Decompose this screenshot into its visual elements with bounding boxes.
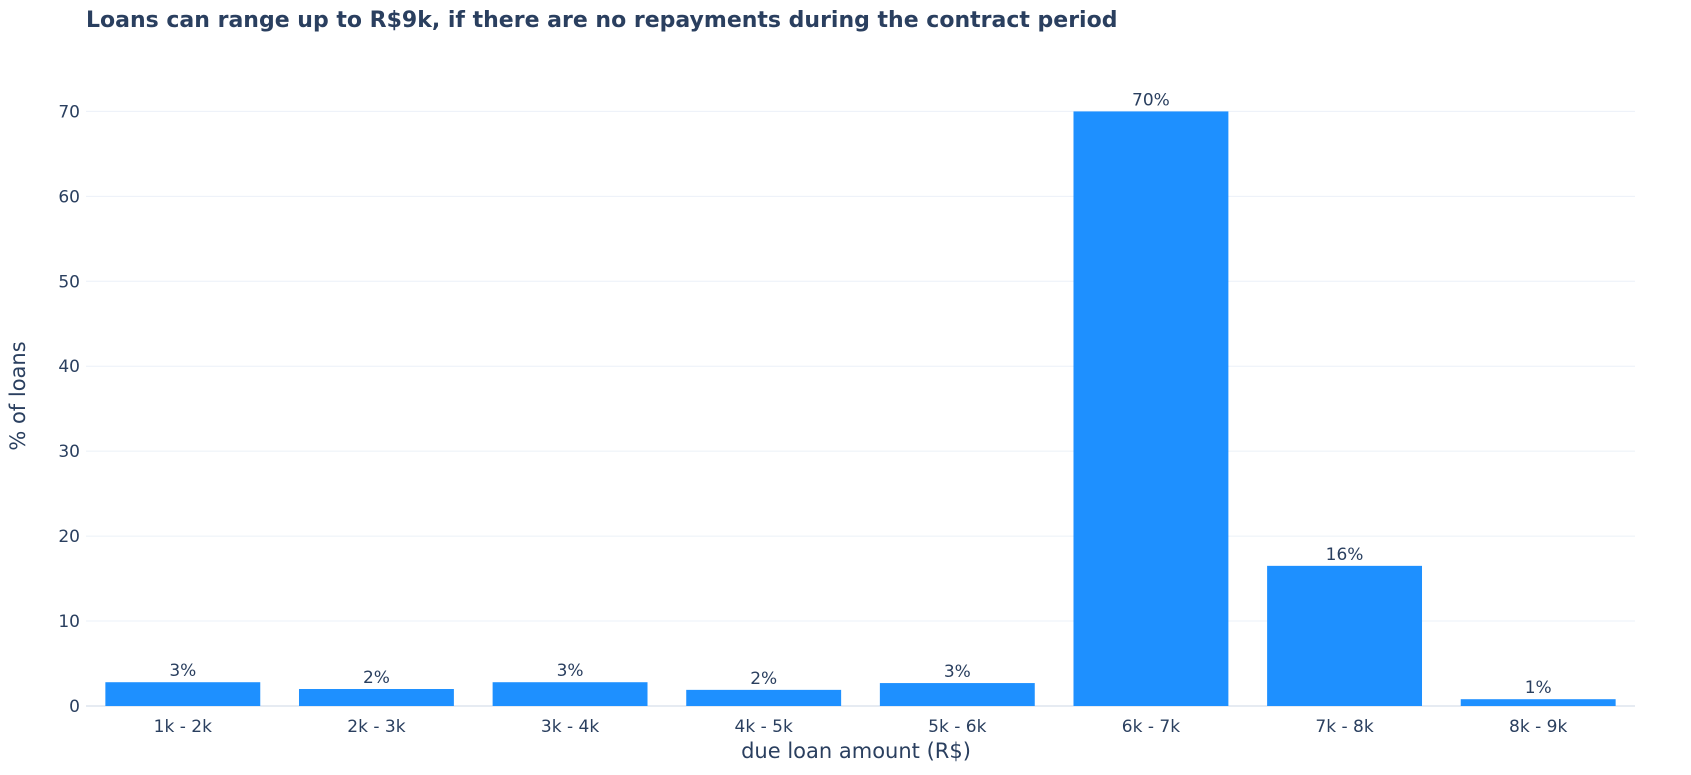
bar-data-label: 3%: [944, 662, 971, 682]
bar-data-label: 3%: [557, 661, 584, 681]
bar: [1073, 111, 1229, 706]
bar-data-label: 3%: [169, 661, 196, 681]
x-tick-label: 8k - 9k: [1509, 717, 1567, 737]
y-tick-label: 70: [58, 102, 80, 122]
bar: [879, 683, 1035, 706]
x-tick-label: 3k - 4k: [541, 717, 599, 737]
bar: [105, 682, 261, 706]
x-axis-ticks: 1k - 2k 2k - 3k 3k - 4k 4k - 5k 5k - 6k 6k - …: [154, 717, 1568, 737]
y-tick-label: 50: [58, 272, 80, 292]
bar: [686, 689, 842, 706]
bar: [1460, 699, 1616, 706]
bar-data-label: 70%: [1132, 90, 1170, 110]
x-tick-label: 2k - 3k: [347, 717, 405, 737]
y-tick-label: 0: [69, 697, 80, 717]
y-tick-label: 30: [58, 442, 80, 462]
bar-data-label: 2%: [363, 668, 390, 688]
x-tick-label: 1k - 2k: [154, 717, 212, 737]
x-tick-label: 6k - 7k: [1122, 717, 1180, 737]
bars: [105, 111, 1616, 706]
bar-data-label: 1%: [1525, 678, 1552, 698]
y-axis-title: % of loans: [6, 341, 30, 450]
x-tick-label: 7k - 8k: [1315, 717, 1373, 737]
y-tick-label: 40: [58, 357, 80, 377]
bar: [492, 682, 648, 706]
x-tick-label: 4k - 5k: [735, 717, 793, 737]
x-tick-label: 5k - 6k: [928, 717, 986, 737]
bar: [1267, 565, 1423, 706]
y-tick-label: 20: [58, 527, 80, 547]
x-axis-title: due loan amount (R$): [741, 739, 971, 763]
y-axis-ticks: 0 10 20 30 40 50 60 70: [58, 102, 80, 717]
data-labels: 3% 2% 3% 2% 3% 70% 16% 1%: [169, 90, 1551, 698]
chart-title: Loans can range up to R$9k, if there are…: [86, 8, 1118, 33]
y-tick-label: 60: [58, 187, 80, 207]
y-tick-label: 10: [58, 612, 80, 632]
bar-data-label: 2%: [750, 669, 777, 689]
bar-data-label: 16%: [1326, 545, 1364, 565]
bar: [298, 689, 454, 706]
